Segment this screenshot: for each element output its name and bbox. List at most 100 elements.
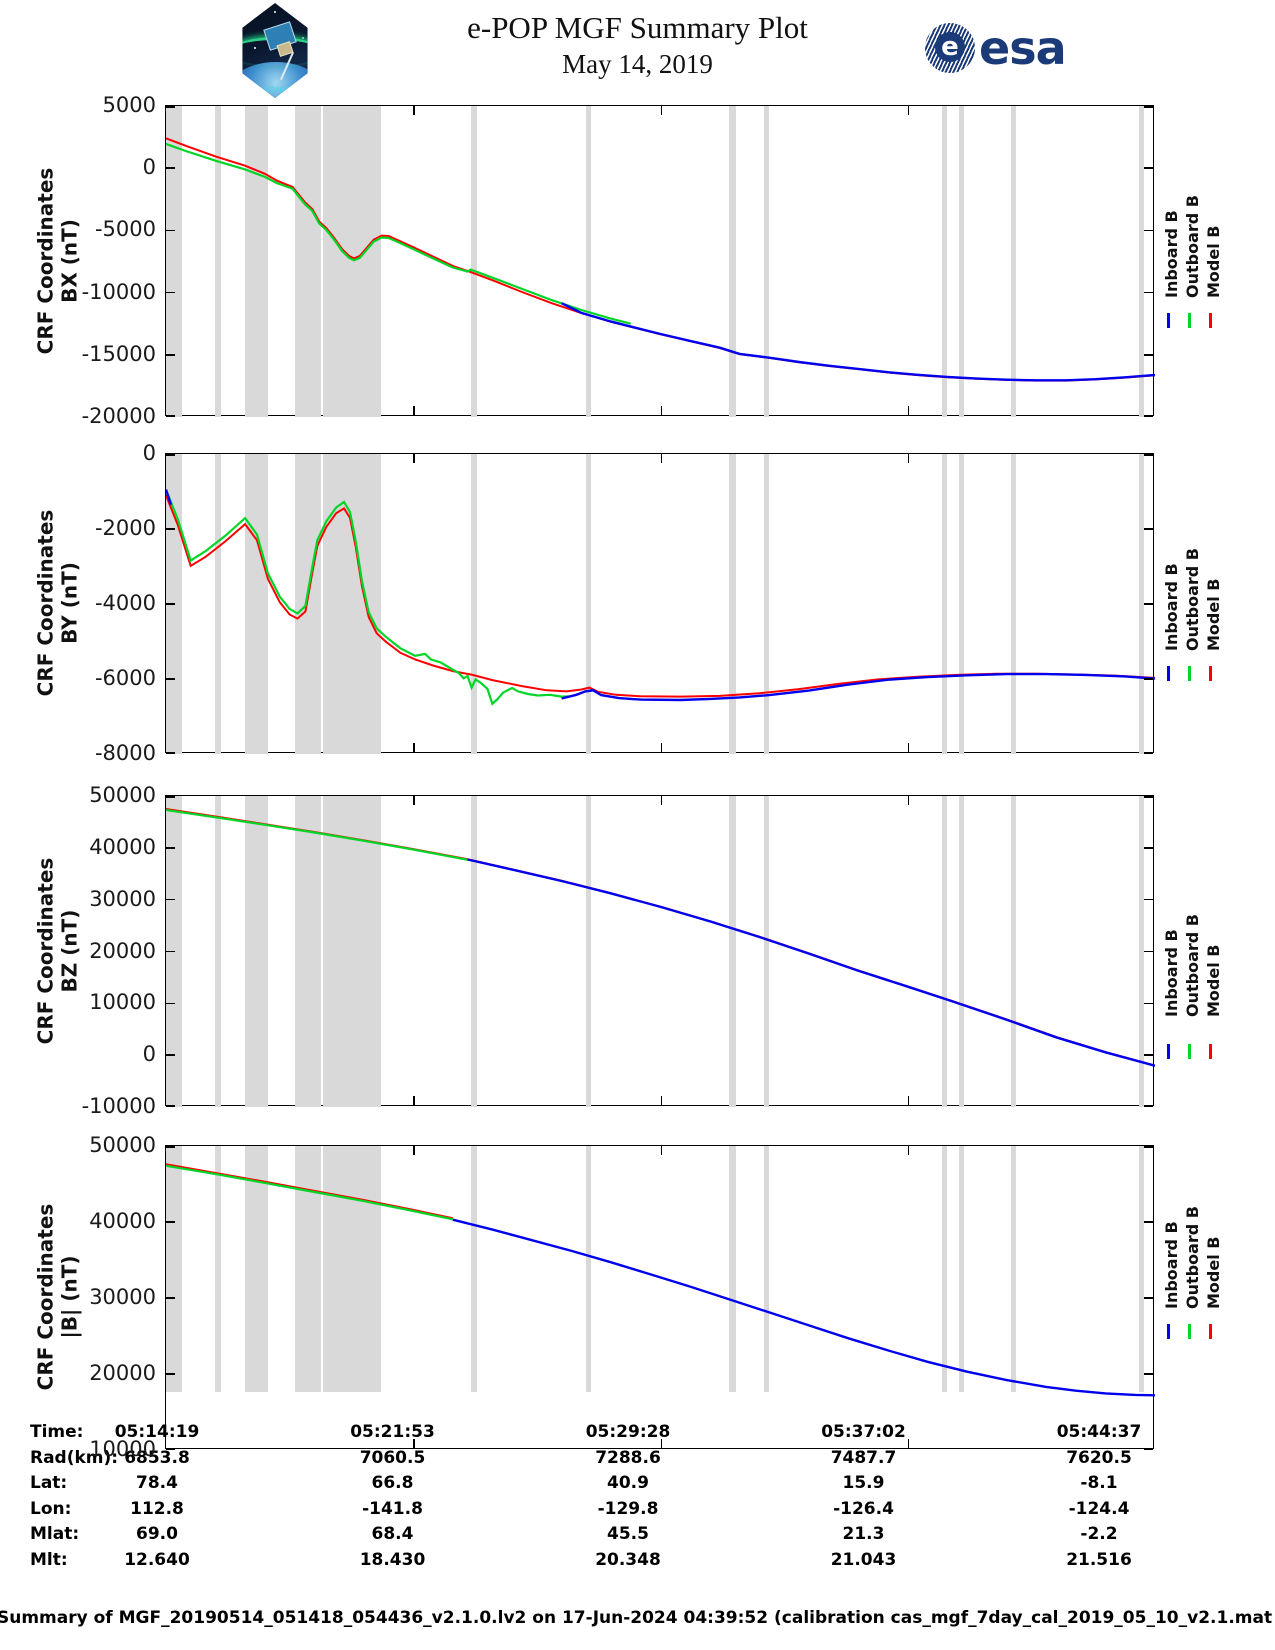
page-subtitle-date: May 14, 2019 bbox=[562, 49, 713, 79]
shaded-interval bbox=[1011, 106, 1017, 417]
x-axis-tick bbox=[413, 454, 415, 463]
x-axis-tick bbox=[907, 796, 910, 805]
shaded-interval bbox=[322, 106, 381, 417]
shaded-interval bbox=[1138, 106, 1144, 417]
y-tick-label: -15000 bbox=[81, 341, 156, 366]
y-tick-label: -10000 bbox=[81, 1094, 156, 1118]
data-curves bbox=[166, 137, 1155, 382]
y-tick-label: -8000 bbox=[94, 741, 156, 765]
plot-panel-by bbox=[165, 453, 1155, 754]
y-axis-tick bbox=[1144, 1105, 1153, 1107]
y-axis-tick bbox=[1144, 847, 1153, 849]
shaded-interval bbox=[294, 796, 321, 1107]
y-tick-label: 30000 bbox=[89, 1285, 156, 1309]
x-axis-tick bbox=[660, 406, 663, 415]
y-axis-tick bbox=[166, 1002, 175, 1005]
series-inboard-b bbox=[467, 858, 1155, 1067]
table-cell: 18.430 bbox=[359, 1549, 426, 1570]
legend-label-model: Model B bbox=[1204, 225, 1223, 298]
shaded-interval bbox=[1011, 454, 1017, 754]
legend-label-outboard: Outboard B bbox=[1183, 194, 1202, 298]
table-cell: 05:14:19 bbox=[114, 1422, 200, 1442]
y-axis-tick bbox=[1144, 1373, 1153, 1375]
shaded-interval bbox=[729, 796, 737, 1107]
shaded-interval bbox=[764, 106, 770, 417]
data-curves bbox=[166, 1163, 1155, 1397]
y-axis-tick bbox=[1144, 752, 1153, 754]
series-inboard-b bbox=[166, 489, 173, 505]
table-cell: 21.043 bbox=[830, 1549, 897, 1570]
table-row-label: Time: bbox=[30, 1422, 84, 1442]
table-cell: 7288.6 bbox=[595, 1447, 661, 1468]
shaded-interval bbox=[729, 106, 737, 417]
x-axis-tick bbox=[660, 1096, 663, 1105]
y-axis-tick bbox=[166, 354, 175, 356]
table-row-label: Lon: bbox=[30, 1498, 72, 1519]
table-cell: 05:37:02 bbox=[821, 1422, 906, 1442]
shaded-interval bbox=[322, 796, 381, 1107]
shaded-interval bbox=[215, 1146, 222, 1393]
shaded-interval bbox=[166, 106, 183, 417]
y-axis-tick bbox=[166, 1448, 175, 1450]
x-axis-tick bbox=[907, 1439, 910, 1448]
x-axis-tick bbox=[660, 1439, 663, 1448]
x-axis-tick bbox=[413, 796, 415, 805]
y-axis-tick bbox=[1144, 603, 1153, 605]
shaded-interval bbox=[471, 454, 478, 754]
table-row-label: Rad(km): bbox=[30, 1447, 119, 1468]
y-tick-label: 10000 bbox=[89, 1437, 156, 1461]
table-cell: 7487.7 bbox=[830, 1447, 897, 1468]
data-curves bbox=[166, 489, 1155, 706]
shaded-interval bbox=[1138, 796, 1144, 1107]
table-cell: 20.348 bbox=[595, 1549, 661, 1570]
y-tick-label: 0 bbox=[142, 155, 156, 180]
x-axis-tick bbox=[907, 1096, 910, 1105]
panel-legend: Inboard B Outboard B Model B bbox=[1160, 105, 1230, 416]
legend-swatch-outboard bbox=[1188, 313, 1191, 329]
y-axis-tick bbox=[166, 229, 175, 232]
series-outboard-b bbox=[166, 808, 468, 861]
panel-legend: Inboard B Outboard B Model B bbox=[1160, 453, 1230, 753]
legend-swatch-inboard bbox=[1167, 666, 1170, 681]
table-row-label: Mlat: bbox=[30, 1524, 80, 1544]
table-cell: -126.4 bbox=[833, 1498, 894, 1519]
y-axis-tick bbox=[166, 898, 175, 901]
y-axis-tick bbox=[1144, 1448, 1153, 1450]
shaded-interval bbox=[471, 1146, 478, 1393]
shaded-interval bbox=[942, 796, 948, 1107]
shaded-interval bbox=[245, 1146, 269, 1393]
table-row-label: Lat: bbox=[30, 1473, 68, 1493]
y-axis-label: CRF Coordinates BY (nT) bbox=[18, 453, 96, 753]
table-cell: 66.8 bbox=[371, 1473, 414, 1493]
y-axis-tick bbox=[1144, 950, 1153, 953]
x-axis-tick bbox=[413, 106, 415, 115]
table-cell: 05:44:37 bbox=[1056, 1422, 1142, 1442]
y-axis-tick bbox=[1144, 415, 1153, 417]
series-model-b bbox=[166, 808, 1155, 1067]
x-axis-tick bbox=[413, 1146, 415, 1155]
x-axis-tick bbox=[907, 454, 910, 463]
legend-swatch-model bbox=[1209, 1324, 1212, 1340]
shaded-interval bbox=[245, 796, 269, 1107]
x-axis-tick bbox=[907, 743, 910, 752]
y-axis-tick bbox=[1144, 898, 1153, 901]
y-axis-tick bbox=[166, 1373, 175, 1375]
table-cell: 40.9 bbox=[607, 1473, 649, 1493]
y-axis-tick bbox=[166, 291, 175, 294]
page-title: e-POP MGF Summary Plot bbox=[467, 10, 808, 45]
y-axis-label: CRF Coordinates BX (nT) bbox=[18, 105, 96, 416]
legend-label-model: Model B bbox=[1204, 944, 1223, 1018]
table-cell: -141.8 bbox=[362, 1498, 423, 1519]
shaded-interval bbox=[959, 796, 965, 1107]
shaded-interval bbox=[729, 1146, 737, 1393]
legend-swatch-outboard bbox=[1188, 1043, 1191, 1059]
esa-logo-text: esa bbox=[979, 21, 1067, 75]
shaded-interval bbox=[166, 1146, 183, 1393]
legend-label-model: Model B bbox=[1204, 1236, 1223, 1310]
y-axis-tick bbox=[166, 528, 175, 530]
table-cell: 7620.5 bbox=[1066, 1447, 1132, 1468]
shaded-interval bbox=[294, 106, 321, 417]
panel-legend: Inboard B Outboard B Model B bbox=[1160, 1145, 1230, 1449]
table-cell: -129.8 bbox=[597, 1498, 659, 1519]
